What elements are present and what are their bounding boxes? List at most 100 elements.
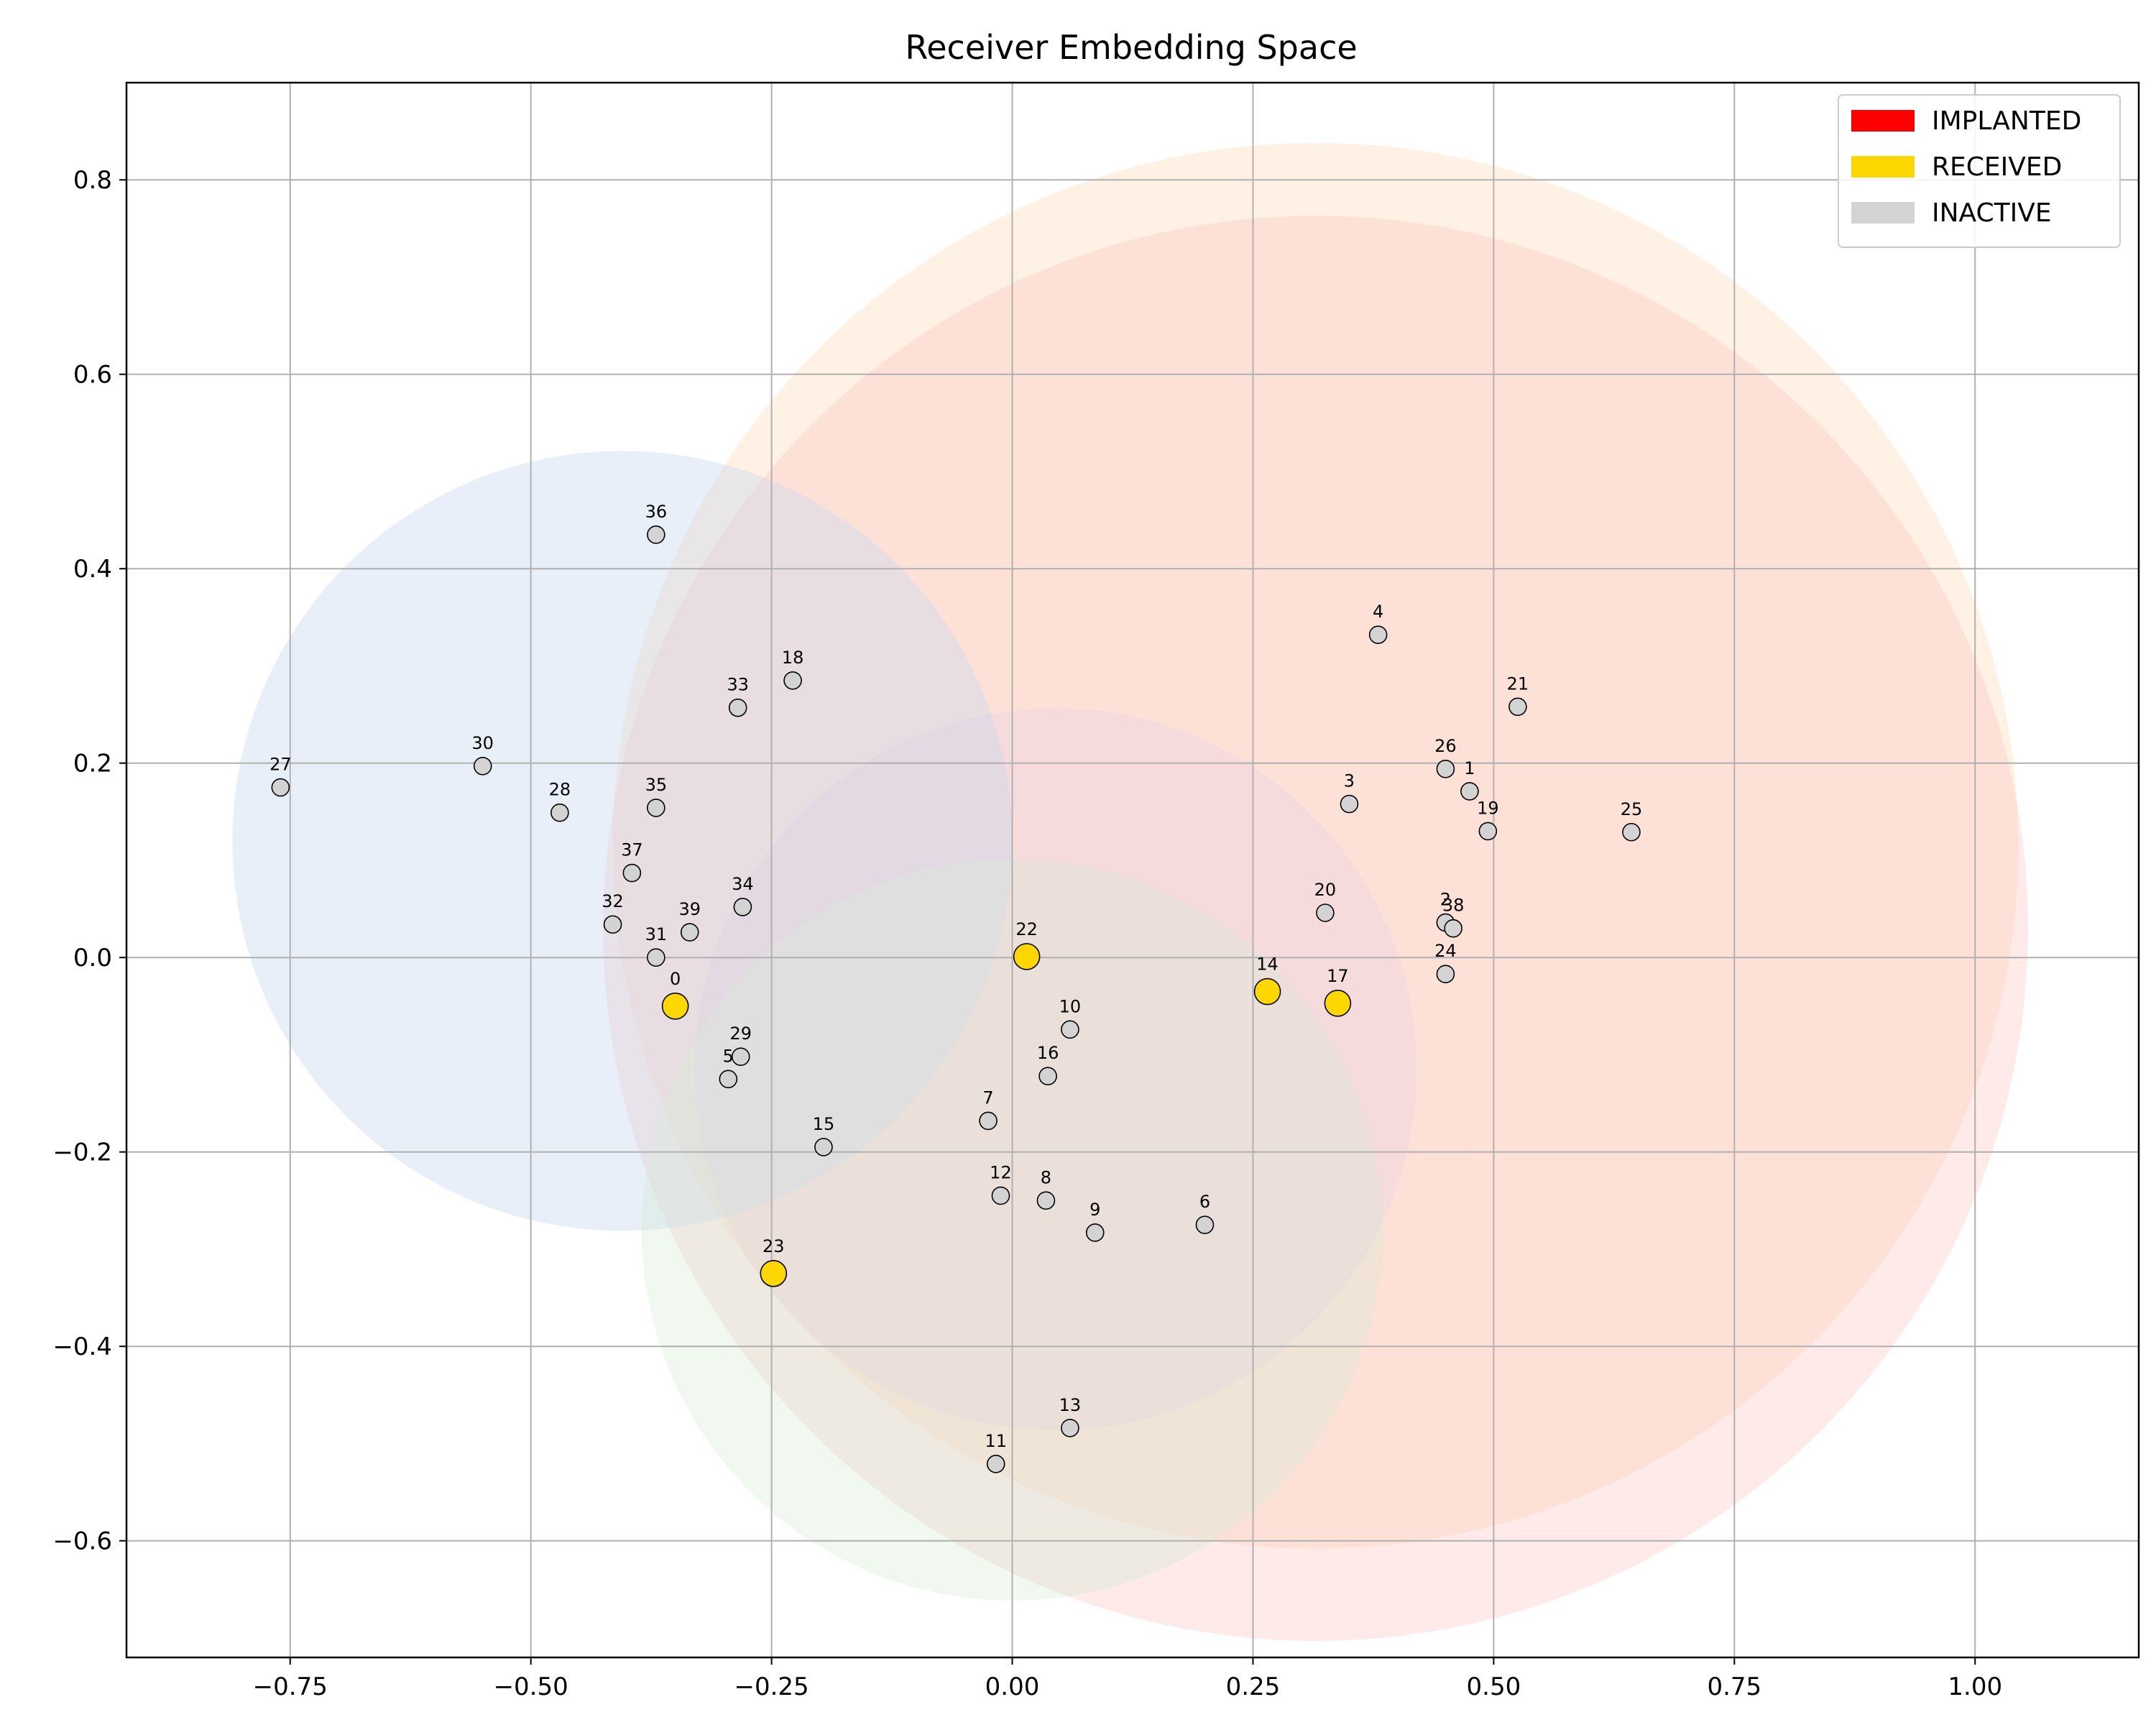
- point-marker: [647, 525, 665, 544]
- point-marker: [680, 923, 699, 942]
- x-tick-label: 0.00: [985, 1673, 1040, 1701]
- x-tick-label: 0.25: [1226, 1673, 1281, 1701]
- data-point: 7: [979, 1087, 998, 1131]
- point-marker: [271, 778, 290, 797]
- point-marker: [731, 1047, 750, 1066]
- legend-label: INACTIVE: [1932, 198, 2052, 228]
- point-label: 11: [985, 1431, 1007, 1451]
- point-marker: [603, 915, 622, 934]
- point-label: 21: [1507, 673, 1529, 694]
- point-label: 39: [678, 899, 701, 919]
- legend-swatch: [1851, 156, 1915, 178]
- cluster-region-0: [612, 142, 2019, 1549]
- data-point: 18: [782, 648, 803, 690]
- point-label: 37: [621, 840, 643, 860]
- data-point: 12: [990, 1163, 1012, 1205]
- data-point: 14: [1253, 954, 1281, 1006]
- data-point: 15: [813, 1114, 834, 1156]
- legend-swatch: [1851, 110, 1915, 132]
- point-label: 16: [1037, 1043, 1059, 1063]
- point-label: 31: [645, 924, 668, 944]
- point-label: 19: [1477, 798, 1499, 818]
- data-point: 16: [1037, 1043, 1059, 1086]
- x-tick-label: −0.50: [494, 1673, 568, 1701]
- plot-frame: [125, 81, 2140, 1659]
- x-tick-label: 0.50: [1467, 1673, 1521, 1701]
- point-label: 22: [1015, 919, 1038, 939]
- point-marker: [1036, 1191, 1056, 1210]
- point-marker: [1508, 697, 1527, 717]
- legend-label: RECEIVED: [1932, 152, 2062, 182]
- point-label: 5: [723, 1046, 734, 1066]
- x-tick-label: −0.25: [734, 1673, 809, 1701]
- data-point: 3: [1340, 771, 1359, 814]
- point-label: 4: [1373, 602, 1383, 622]
- data-point: 27: [270, 755, 292, 797]
- point-marker: [1622, 822, 1641, 842]
- cluster-regions: [232, 142, 2028, 1642]
- point-marker: [1061, 1419, 1079, 1438]
- data-point: 32: [602, 891, 624, 934]
- data-point: 39: [678, 899, 701, 942]
- point-marker: [1013, 943, 1041, 970]
- point-label: 2: [1440, 890, 1451, 910]
- data-point: 28: [549, 780, 571, 822]
- data-point: 4: [1368, 602, 1388, 645]
- point-label: 8: [1041, 1167, 1051, 1187]
- cluster-region-2: [694, 708, 1417, 1431]
- point-label: 24: [1434, 941, 1457, 961]
- y-tick-label: 0.8: [73, 166, 112, 195]
- data-point: 38: [1442, 896, 1464, 938]
- point-label: 1: [1464, 758, 1475, 778]
- point-label: 29: [729, 1024, 752, 1044]
- y-tick-label: −0.2: [52, 1138, 112, 1167]
- point-marker: [783, 671, 802, 690]
- data-point: 30: [471, 733, 494, 776]
- y-tick-label: 0.0: [73, 944, 112, 972]
- data-points: 2730283635373231393433180295152322101671…: [270, 502, 1642, 1473]
- grid-lines: [126, 83, 2139, 1657]
- point-marker: [728, 698, 747, 717]
- y-tick-label: 0.4: [73, 555, 112, 584]
- point-marker: [550, 803, 569, 822]
- data-point: 0: [661, 969, 689, 1020]
- cluster-region-3: [232, 451, 1013, 1231]
- legend-label: IMPLANTED: [1932, 106, 2081, 136]
- data-point: 1: [1460, 758, 1479, 801]
- data-point: 9: [1085, 1200, 1105, 1242]
- data-point: 17: [1324, 966, 1352, 1017]
- y-tick-label: 0.2: [73, 750, 112, 778]
- point-label: 3: [1344, 771, 1355, 791]
- point-label: 6: [1199, 1192, 1210, 1212]
- point-label: 23: [763, 1236, 785, 1256]
- point-marker: [814, 1138, 833, 1156]
- point-marker: [661, 993, 689, 1020]
- point-label: 32: [602, 891, 624, 911]
- point-marker: [1444, 919, 1462, 938]
- point-label: 26: [1434, 736, 1457, 756]
- point-label: 27: [270, 755, 292, 775]
- point-label: 35: [645, 775, 668, 795]
- legend: IMPLANTED RECEIVED INACTIVE: [1838, 94, 2121, 248]
- y-tick-label: 0.6: [73, 361, 112, 390]
- point-marker: [647, 799, 665, 817]
- point-marker: [760, 1259, 788, 1287]
- data-point: 26: [1434, 736, 1457, 778]
- data-point: 25: [1621, 799, 1642, 842]
- point-marker: [719, 1070, 738, 1089]
- point-label: 9: [1089, 1200, 1100, 1220]
- y-tick-label: −0.4: [52, 1333, 112, 1361]
- data-point: 6: [1195, 1192, 1215, 1234]
- point-marker: [1061, 1020, 1079, 1039]
- legend-item: RECEIVED: [1851, 152, 2062, 182]
- data-point: 37: [621, 840, 643, 883]
- data-point: 31: [645, 924, 668, 967]
- point-label: 20: [1314, 880, 1337, 900]
- data-point: 13: [1059, 1395, 1082, 1438]
- point-marker: [1038, 1067, 1057, 1086]
- point-label: 13: [1059, 1395, 1082, 1415]
- data-point: 10: [1059, 996, 1081, 1039]
- point-marker: [991, 1186, 1010, 1205]
- data-point: 5: [719, 1046, 738, 1089]
